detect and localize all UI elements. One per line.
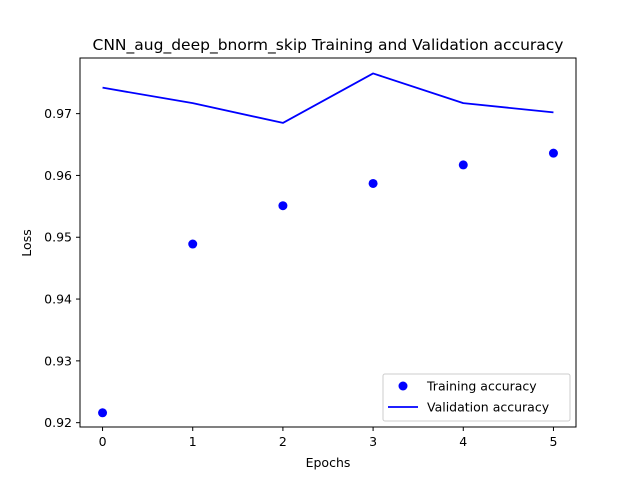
y-axis: 0.92 0.93 0.94 0.95 0.96 0.97 [44,106,80,430]
x-tick-label: 1 [189,434,197,449]
legend-frame [382,373,571,422]
x-tick-label: 4 [459,434,467,449]
plot-area-frame [79,57,577,428]
y-tick-label: 0.93 [44,353,72,368]
x-tick-label: 3 [369,434,377,449]
training-accuracy-point [98,408,108,418]
x-tick-label: 2 [279,434,287,449]
chart-title: CNN_aug_deep_bnorm_skip Training and Val… [93,36,564,55]
x-tick-label: 5 [549,434,557,449]
y-tick-label: 0.95 [44,230,72,245]
x-axis-label: Epochs [306,455,351,470]
legend: Training accuracy Validation accuracy [382,373,571,422]
x-tick-label: 0 [99,434,107,449]
validation-accuracy-line [102,72,554,124]
training-accuracy-point [368,178,378,188]
plot-series [98,72,558,418]
x-axis: 0 1 2 3 4 5 [99,427,557,449]
y-tick-label: 0.97 [44,106,72,121]
training-accuracy-point [278,201,288,211]
y-tick-label: 0.96 [44,168,72,183]
y-tick-label: 0.92 [44,415,72,430]
training-accuracy-point [548,148,558,158]
y-tick-label: 0.94 [44,292,72,307]
y-axis-label: Loss [19,229,34,256]
training-accuracy-point [188,239,198,249]
legend-label-validation: Validation accuracy [427,400,550,415]
legend-marker-training [398,381,408,391]
legend-label-training: Training accuracy [426,379,537,394]
training-accuracy-point [458,160,468,170]
